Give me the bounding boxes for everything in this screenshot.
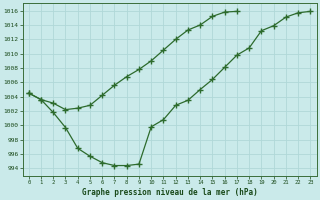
X-axis label: Graphe pression niveau de la mer (hPa): Graphe pression niveau de la mer (hPa)	[82, 188, 258, 197]
